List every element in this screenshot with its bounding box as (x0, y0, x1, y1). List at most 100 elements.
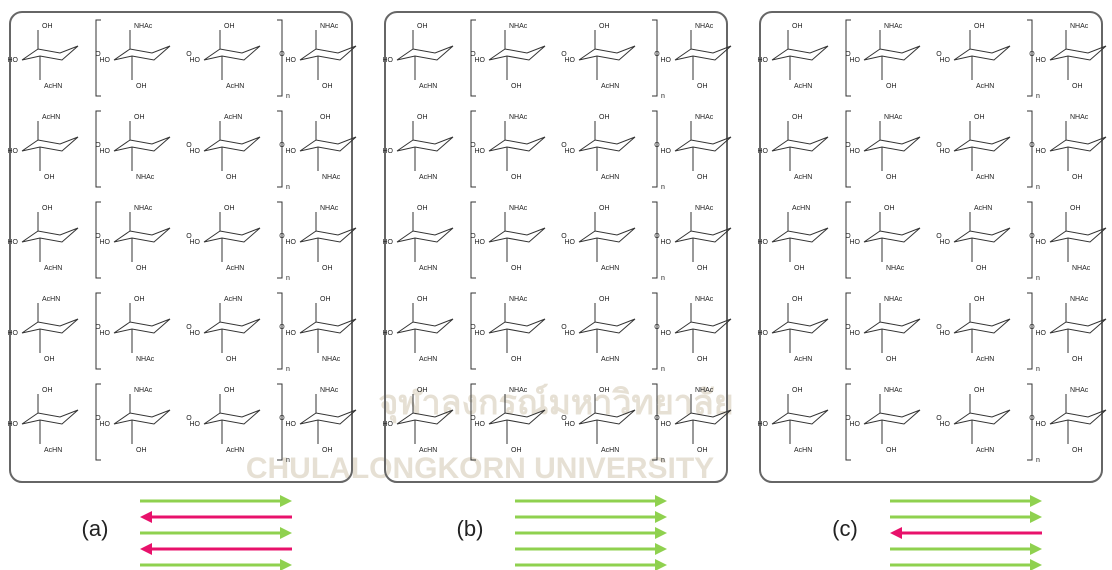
sugar-ring (864, 137, 920, 151)
sugar-ring (954, 319, 1010, 333)
atom-label: OH (417, 23, 428, 30)
atom-label: OH (320, 296, 331, 303)
atom-label: NHAc (320, 23, 339, 30)
sugar-ring (397, 228, 453, 242)
sugar-ring (300, 46, 356, 60)
atom-label: HO (100, 239, 111, 246)
bracket (1027, 111, 1032, 187)
bracket (652, 202, 657, 278)
atom-label: HO (661, 239, 672, 246)
atom-label: HO (1036, 57, 1047, 64)
arrow-head (1030, 543, 1042, 555)
atom-label: OH (511, 174, 522, 181)
arrow-head (1030, 559, 1042, 570)
repeat-n: n (286, 457, 290, 464)
atom-label: HO (661, 148, 672, 155)
atom-label: HO (8, 148, 19, 155)
atom-label: HO (383, 421, 394, 428)
watermark-thai: จุฬาลงกรณ์มหาวิทยาลัย (378, 383, 733, 424)
arrow-head (655, 559, 667, 570)
atom-label: OH (886, 174, 897, 181)
atom-label: HO (475, 57, 486, 64)
atom-label: OH (417, 205, 428, 212)
atom-label: NHAc (509, 23, 528, 30)
atom-label: NHAc (320, 387, 339, 394)
linkage-oxygen: O (936, 51, 942, 58)
linkage-oxygen: O (186, 51, 192, 58)
atom-label: OH (886, 356, 897, 363)
atom-label: OH (320, 114, 331, 121)
atom-label: HO (8, 57, 19, 64)
sugar-ring (489, 228, 545, 242)
atom-label: HO (475, 148, 486, 155)
linkage-oxygen: O (561, 324, 567, 331)
atom-label: NHAc (322, 356, 341, 363)
atom-label: OH (599, 205, 610, 212)
atom-label: AcHN (42, 114, 60, 121)
arrow-head (1030, 511, 1042, 523)
atom-label: HO (940, 57, 951, 64)
sugar-ring (675, 137, 731, 151)
linkage-oxygen: O (936, 415, 942, 422)
atom-label: OH (42, 23, 53, 30)
sugar-ring (22, 137, 78, 151)
atom-label: OH (974, 23, 985, 30)
atom-label: NHAc (1070, 296, 1089, 303)
bracket (1027, 20, 1032, 96)
atom-label: OH (226, 356, 237, 363)
atom-label: HO (758, 421, 769, 428)
atom-label: OH (884, 205, 895, 212)
sugar-ring (954, 46, 1010, 60)
atom-label: AcHN (419, 356, 437, 363)
sugar-ring (22, 410, 78, 424)
panel-label: (a) (82, 516, 109, 541)
atom-label: OH (322, 83, 333, 90)
bracket (652, 20, 657, 96)
atom-label: AcHN (601, 83, 619, 90)
sugar-ring (579, 46, 635, 60)
sugar-ring (204, 410, 260, 424)
atom-label: OH (417, 387, 428, 394)
atom-label: HO (8, 330, 19, 337)
atom-label: OH (136, 447, 147, 454)
sugar-ring (22, 228, 78, 242)
atom-label: NHAc (695, 387, 714, 394)
atom-label: HO (100, 148, 111, 155)
atom-label: HO (565, 421, 576, 428)
atom-label: OH (1072, 356, 1083, 363)
atom-label: OH (1072, 83, 1083, 90)
atom-label: NHAc (884, 114, 903, 121)
atom-label: HO (286, 148, 297, 155)
atom-label: HO (475, 421, 486, 428)
atom-label: HO (383, 148, 394, 155)
atom-label: AcHN (419, 265, 437, 272)
atom-label: HO (565, 57, 576, 64)
atom-label: HO (1036, 421, 1047, 428)
atom-label: OH (511, 83, 522, 90)
atom-label: AcHN (794, 174, 812, 181)
sugar-ring (204, 228, 260, 242)
atom-label: AcHN (44, 83, 62, 90)
repeat-n: n (1036, 275, 1040, 282)
atom-label: NHAc (509, 387, 528, 394)
atom-label: OH (792, 296, 803, 303)
figure: จุฬาลงกรณ์มหาวิทยาลัย CHULALONGKORN UNIV… (0, 0, 1112, 570)
atom-label: NHAc (695, 23, 714, 30)
atom-label: HO (758, 57, 769, 64)
arrow-head (140, 543, 152, 555)
sugar-ring (114, 319, 170, 333)
atom-label: OH (42, 205, 53, 212)
atom-label: HO (190, 148, 201, 155)
sugar-ring (397, 46, 453, 60)
atom-label: OH (697, 83, 708, 90)
atom-label: AcHN (419, 174, 437, 181)
linkage-oxygen: O (186, 415, 192, 422)
sugar-ring (300, 228, 356, 242)
atom-label: HO (8, 239, 19, 246)
atom-label: OH (1072, 447, 1083, 454)
atom-label: OH (511, 447, 522, 454)
atom-label: HO (286, 421, 297, 428)
atom-label: AcHN (224, 296, 242, 303)
sugar-ring (954, 137, 1010, 151)
atom-label: AcHN (419, 83, 437, 90)
